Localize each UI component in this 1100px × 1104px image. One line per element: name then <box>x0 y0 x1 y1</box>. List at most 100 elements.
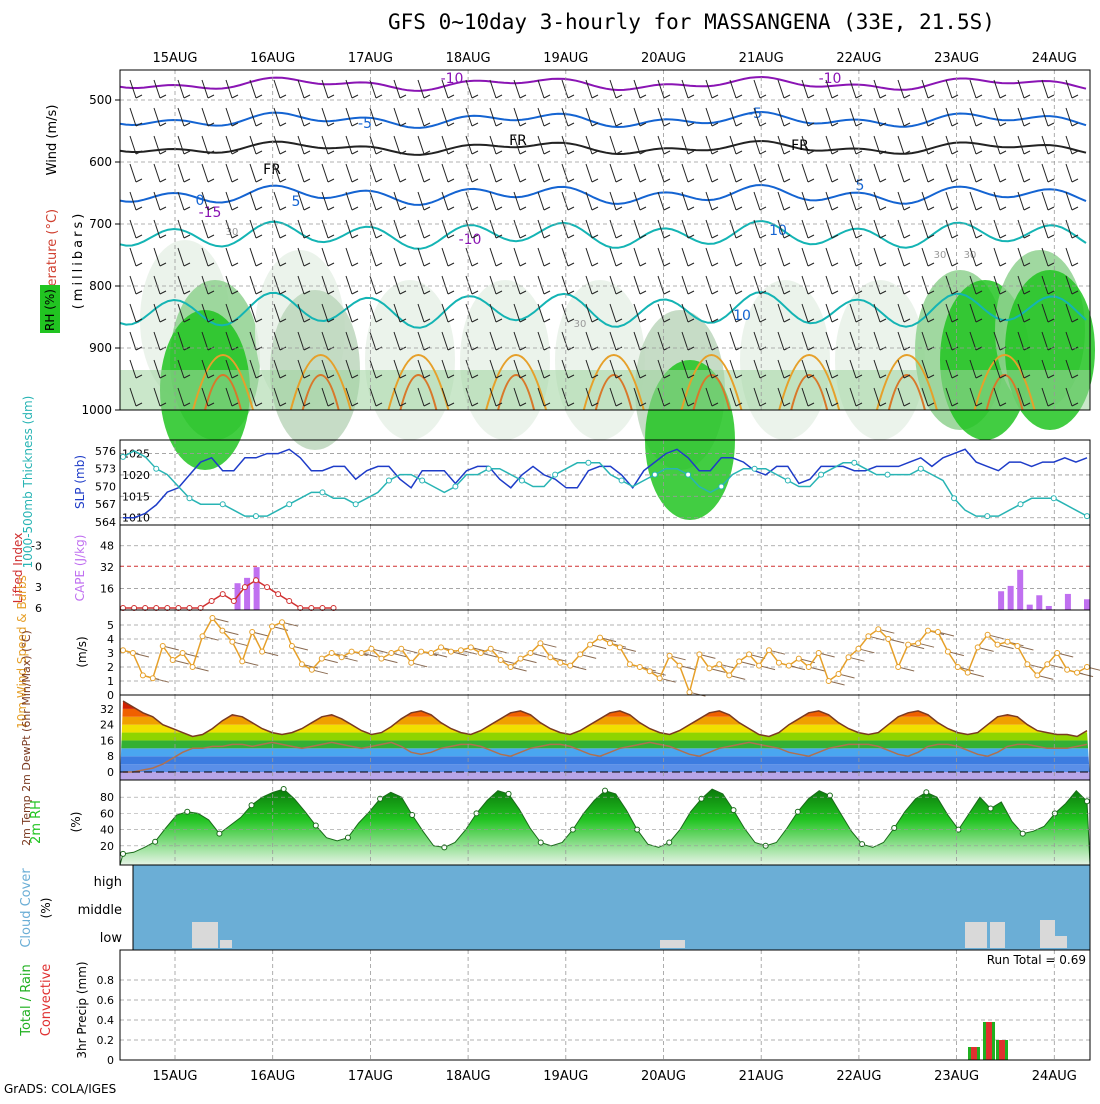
cape-bar <box>1036 595 1043 610</box>
wind-barb-flag <box>447 94 455 99</box>
wind-barb <box>393 387 401 407</box>
wind-barb-flag <box>447 122 455 127</box>
wind-speed-series-marker <box>785 662 792 669</box>
wind-barb-flag <box>135 262 143 267</box>
wind-barb-flag <box>519 318 527 323</box>
wind-speed-series-marker <box>457 647 464 654</box>
wind-barb <box>441 303 449 323</box>
wind-barb-flag <box>855 178 863 183</box>
wind-barb <box>393 135 401 155</box>
precip-tick-label: 0.6 <box>97 994 115 1007</box>
wind-barb <box>345 79 353 99</box>
wind-barb-flag <box>183 290 191 295</box>
wind-barb <box>561 135 569 155</box>
thickness-series-marker <box>651 471 658 478</box>
wind-speed-series-marker <box>885 636 892 642</box>
wind-barb-flag <box>615 206 623 211</box>
wind-speed-series-marker <box>954 664 961 670</box>
wind-barb-flag <box>783 290 791 295</box>
wind-barb-flag <box>447 178 455 183</box>
wind-barb-flag <box>615 290 623 295</box>
wind-barb <box>345 247 353 267</box>
wind-speed-series-marker <box>169 657 176 663</box>
wind-barb <box>321 303 329 323</box>
wind-speed-series-marker <box>577 651 584 658</box>
wind-speed-series-marker <box>964 669 971 676</box>
ylabel-rh2m: 2m RH <box>29 800 44 844</box>
wind-barb-flag <box>591 206 599 211</box>
wind-barb-flag <box>231 234 239 239</box>
wind-barb-flag <box>471 318 479 323</box>
wind-barb <box>873 303 881 323</box>
wind-barb-flag <box>663 234 671 239</box>
wind-barb-flag <box>471 122 479 127</box>
y-tick-label: 900 <box>89 341 112 355</box>
wind-barb <box>585 107 593 127</box>
wind-barb <box>345 331 353 351</box>
legend-total-rain: Total / Rain <box>19 964 34 1037</box>
wind-barb <box>777 163 785 183</box>
wind-barb <box>345 191 353 211</box>
wind-barb-flag <box>183 150 191 155</box>
wind-barb-flag <box>543 346 551 351</box>
wind-barb <box>753 163 761 183</box>
wind-speed-series-marker <box>398 645 405 652</box>
wind-barb-flag <box>423 150 431 155</box>
wind-barb-flag <box>255 290 263 295</box>
wind-barb-flag <box>783 178 791 183</box>
rh-marker <box>794 808 801 815</box>
wind-barb <box>177 191 185 211</box>
wind-barb <box>201 79 209 99</box>
wind-barb <box>609 247 617 267</box>
wind-barb-flag <box>999 234 1007 239</box>
wind-barb <box>585 219 593 239</box>
wind-speed-series-marker <box>696 651 703 658</box>
wind-speed-series-marker <box>249 629 256 635</box>
wind-barb <box>513 359 521 379</box>
wind-barb <box>225 191 233 211</box>
wind-speed-series-marker <box>587 641 594 648</box>
wind-barb-flag <box>255 178 263 183</box>
wind-barb <box>849 107 857 127</box>
wind-barb-flag <box>279 178 287 183</box>
wind-barb-flag <box>807 402 815 407</box>
temp-contour-freezing <box>119 139 1087 156</box>
li-series-marker <box>275 591 282 598</box>
wind-barb-flag <box>1023 206 1031 211</box>
wind-barb <box>393 163 401 183</box>
thickness-series-marker <box>984 513 991 520</box>
wind-barb <box>705 163 713 183</box>
li-series-marker <box>230 598 237 605</box>
wind-barb <box>681 107 689 127</box>
wind-barb <box>441 163 449 183</box>
wind-barb <box>993 135 1001 155</box>
wind-barb <box>249 107 257 127</box>
wind-speed-series-marker <box>646 668 653 675</box>
wind-barb <box>441 275 449 295</box>
wind-barb <box>249 79 257 99</box>
wind-barb-flag <box>879 206 887 211</box>
wind-barb-flag <box>975 374 983 379</box>
wind-barb-flag <box>639 262 647 267</box>
wind-barb <box>417 79 425 99</box>
wind-barb <box>273 247 281 267</box>
wind-barb <box>1017 163 1025 183</box>
wind-barb-flag <box>687 402 695 407</box>
temp-band <box>120 772 1090 780</box>
wind-barb-flag <box>951 402 959 407</box>
wind-barb-flag <box>663 374 671 379</box>
wind-barb-flag <box>927 178 935 183</box>
cloud-background <box>133 865 1090 950</box>
wind-barb <box>417 163 425 183</box>
wind-barb <box>729 275 737 295</box>
wind-barb-flag <box>423 234 431 239</box>
date-label-bottom: 18AUG <box>446 1069 491 1084</box>
wind-barb <box>153 331 161 351</box>
wind-barb <box>633 219 641 239</box>
wind-barb <box>969 79 977 99</box>
date-label-bottom: 16AUG <box>250 1069 295 1084</box>
wind-barb-flag <box>591 318 599 323</box>
rh-marker <box>602 787 608 794</box>
wind-barb-flag <box>759 290 767 295</box>
wind-barb-flag <box>831 122 839 127</box>
